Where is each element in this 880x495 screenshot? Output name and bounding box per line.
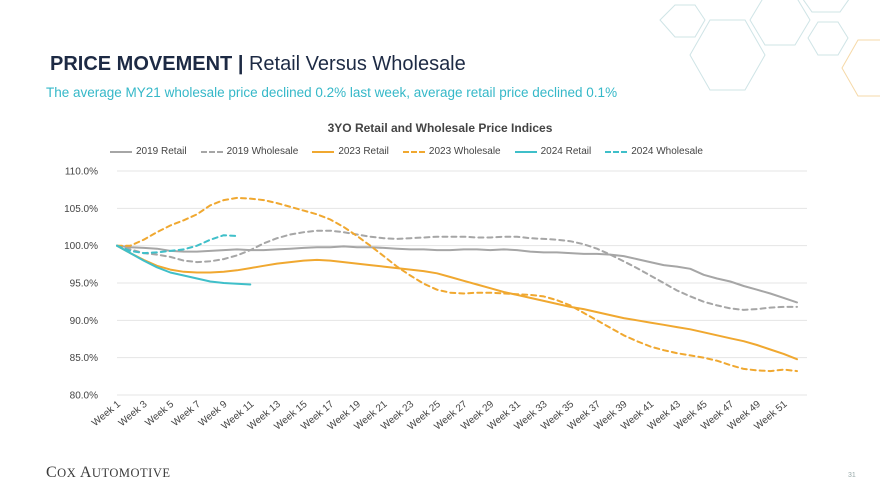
page-subtitle: The average MY21 wholesale price decline… — [46, 85, 618, 100]
legend-item: 2023 Retail — [312, 146, 389, 157]
page-number: 31 — [848, 472, 856, 479]
y-tick-label: 110.0% — [65, 167, 98, 178]
logo-letter-a: A — [79, 464, 92, 481]
hexagon-shape — [659, 4, 706, 38]
legend-swatch — [200, 150, 223, 153]
logo-text-ox: OX — [57, 466, 80, 480]
y-tick-label: 95.0% — [70, 279, 98, 290]
page-title: PRICE MOVEMENT | Retail Versus Wholesale — [50, 53, 466, 76]
legend-swatch — [110, 150, 132, 153]
logo-letter-c: C — [46, 464, 58, 481]
legend-label: 2019 Wholesale — [226, 146, 299, 157]
hexagon-shape — [807, 21, 849, 56]
legend-label: 2024 Wholesale — [631, 146, 703, 157]
hexagon-shape — [841, 39, 880, 97]
legend-item: 2024 Retail — [514, 146, 592, 157]
legend-item: 2024 Wholesale — [605, 146, 703, 157]
title-bold: PRICE MOVEMENT — [50, 53, 233, 75]
hexagon-shape — [749, 0, 811, 46]
series-line-2024-wholesale — [116, 234, 238, 255]
legend-swatch — [312, 150, 335, 153]
legend-label: 2023 Retail — [338, 146, 389, 157]
title-separator: | — [237, 53, 244, 75]
y-tick-label: 105.0% — [64, 204, 98, 215]
x-tick-label: Week 5 — [143, 399, 176, 429]
title-rest: Retail Versus Wholesale — [248, 53, 466, 75]
cox-automotive-logo: COX AUTOMOTIVE — [46, 464, 171, 482]
legend-swatch — [402, 150, 425, 153]
legend-swatch — [605, 150, 628, 153]
legend-item: 2019 Wholesale — [200, 146, 299, 157]
legend-label: 2019 Retail — [136, 146, 187, 157]
y-tick-label: 90.0% — [70, 316, 98, 327]
logo-text-utomotive: UTOMOTIVE — [91, 466, 171, 480]
y-tick-label: 100.0% — [64, 241, 98, 252]
series-line-2024-retail — [116, 244, 252, 286]
series-line-2019-retail — [116, 244, 798, 304]
series-line-2023-wholesale — [116, 196, 798, 373]
legend-item: 2019 Retail — [110, 146, 187, 157]
series-line-2019-wholesale — [116, 229, 798, 311]
x-tick-label: Week 7 — [170, 399, 203, 429]
x-tick-label: Week 1 — [90, 399, 123, 429]
legend-swatch — [514, 150, 537, 153]
chart-title: 3YO Retail and Wholesale Price Indices — [327, 121, 553, 135]
y-tick-label: 80.0% — [70, 391, 98, 402]
x-tick-label: Week 3 — [117, 399, 150, 429]
chart-legend: 2019 Retail 2019 Wholesale 2023 Retail 2023… — [110, 146, 717, 157]
series-line-2023-retail — [116, 244, 798, 361]
legend-label: 2024 Retail — [540, 146, 592, 157]
y-tick-label: 85.0% — [70, 353, 98, 364]
legend-item: 2023 Wholesale — [402, 146, 501, 157]
hexagon-shape — [689, 19, 766, 91]
legend-label: 2023 Wholesale — [428, 146, 501, 157]
hexagon-shape — [802, 0, 850, 13]
